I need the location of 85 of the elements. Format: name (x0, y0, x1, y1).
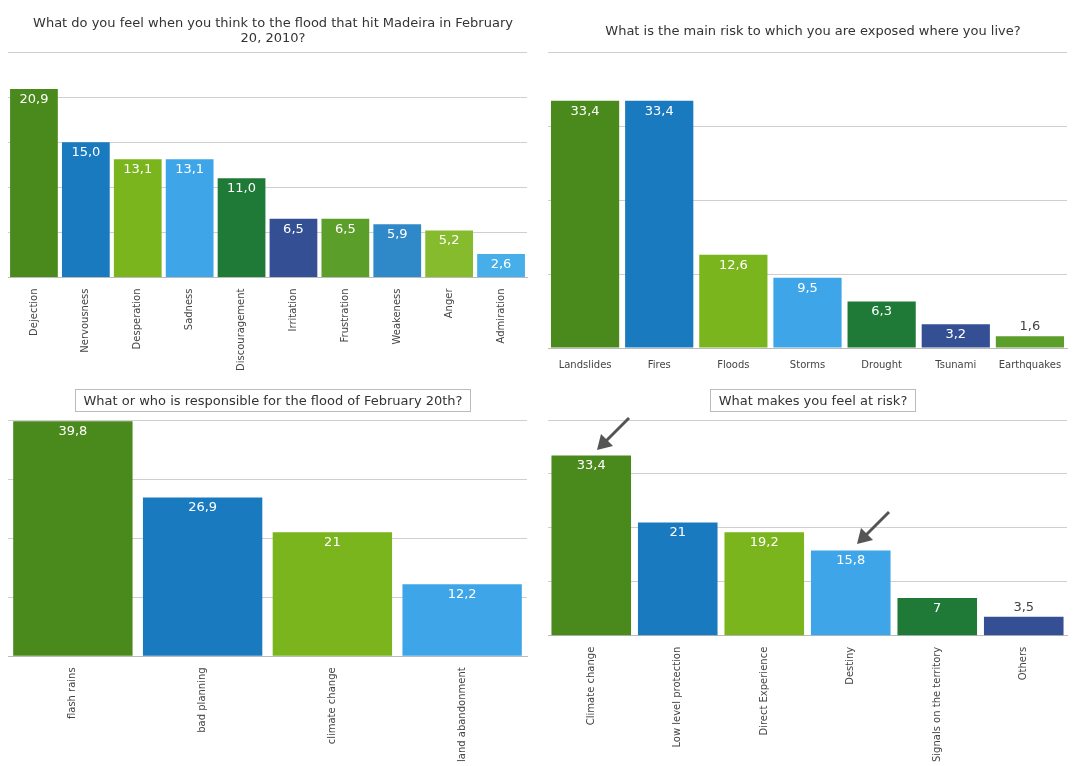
data-label: 6,5 (335, 220, 356, 236)
data-label: 9,5 (797, 279, 818, 295)
bar (550, 100, 620, 348)
x-tick-label: Anger (442, 287, 454, 319)
x-tick-label: climate change (325, 667, 337, 745)
chart-title: What or who is responsible for the flood of February 20th? (74, 388, 472, 412)
x-tick-label: Low level protection (671, 646, 683, 748)
data-label: 6,5 (283, 220, 304, 236)
data-label: 12,2 (447, 586, 477, 602)
bar (269, 218, 318, 277)
data-label: 21 (324, 534, 341, 550)
data-label: 12,6 (718, 256, 748, 272)
data-label: 5,2 (438, 232, 460, 248)
x-tick-label: Landslides (558, 358, 612, 370)
bar (983, 616, 1064, 636)
x-tick-label: Irritation (287, 288, 299, 332)
bar (13, 421, 133, 656)
x-tick-label: Discouragement (235, 288, 247, 372)
chart-title: What do you feel when you think to the flood that hit Madeira in February 20, 2010? (32, 15, 514, 45)
chart-title: What makes you feel at risk? (709, 388, 917, 412)
bar (477, 254, 525, 277)
bar (425, 230, 474, 277)
data-label: 33,4 (644, 102, 674, 118)
x-tick-label: bad planning (196, 667, 208, 733)
data-label: 15,8 (836, 552, 866, 568)
bar (551, 455, 632, 636)
bar (724, 532, 805, 636)
chart-title: What is the main risk to which you are exposed where you live? (605, 22, 1021, 38)
data-label: 11,0 (227, 180, 257, 196)
bar (113, 159, 162, 277)
bar (847, 301, 916, 348)
x-tick-label: Nervousness (79, 288, 91, 353)
bar (897, 597, 978, 636)
x-tick-label: land abandonment (455, 667, 467, 762)
x-tick-label: Frustration (338, 288, 350, 343)
x-tick-label: Drought (861, 358, 903, 370)
bar (61, 142, 110, 277)
data-label: 2,6 (490, 255, 512, 271)
x-tick-label: Signals on the territory (930, 646, 942, 763)
data-label: 3,5 (1013, 598, 1035, 614)
bar (321, 218, 370, 277)
bar (142, 497, 263, 656)
data-label: 5,9 (386, 226, 408, 242)
x-tick-label: Others (1017, 646, 1029, 681)
bar (165, 159, 214, 277)
data-label: 26,9 (188, 499, 218, 515)
data-label: 1,6 (1019, 318, 1041, 334)
bar (272, 532, 393, 656)
data-label: 6,3 (871, 303, 892, 319)
bar (637, 522, 718, 636)
data-label: 20,9 (19, 90, 49, 106)
x-tick-label: Weakeness (390, 288, 402, 345)
x-tick-label: Destiny (844, 646, 856, 685)
bar (810, 550, 891, 636)
x-tick-label: Dejection (27, 288, 39, 336)
bar (625, 100, 694, 348)
bar (10, 88, 58, 277)
x-tick-label: flash rains (66, 667, 78, 720)
data-label: 13,1 (175, 161, 205, 177)
data-label: 33,4 (576, 457, 606, 473)
data-label: 7 (933, 599, 942, 615)
x-tick-label: Floods (717, 358, 750, 370)
bar (773, 277, 842, 348)
data-label: 39,8 (58, 423, 88, 439)
data-label: 15,0 (71, 144, 101, 160)
x-tick-label: Sadness (183, 288, 195, 331)
data-label: 33,4 (570, 102, 600, 118)
x-tick-label: Climate change (584, 646, 596, 726)
x-tick-label: Fires (647, 358, 671, 370)
x-tick-label: Storms (789, 358, 826, 370)
bar (921, 324, 990, 348)
x-tick-label: Admiration (494, 288, 506, 344)
x-tick-label: Direct Experience (757, 646, 769, 736)
x-tick-label: Earthquakes (998, 358, 1062, 370)
x-tick-label: Desperation (131, 288, 143, 350)
data-label: 19,2 (749, 534, 779, 550)
bar (373, 224, 422, 277)
x-tick-label: Tsunami (934, 358, 977, 370)
data-label: 21 (669, 524, 687, 540)
data-label: 13,1 (123, 161, 153, 177)
bar (995, 336, 1065, 348)
bar (699, 254, 768, 348)
bar (217, 178, 266, 277)
bar (402, 584, 522, 656)
data-label: 3,2 (945, 326, 967, 342)
